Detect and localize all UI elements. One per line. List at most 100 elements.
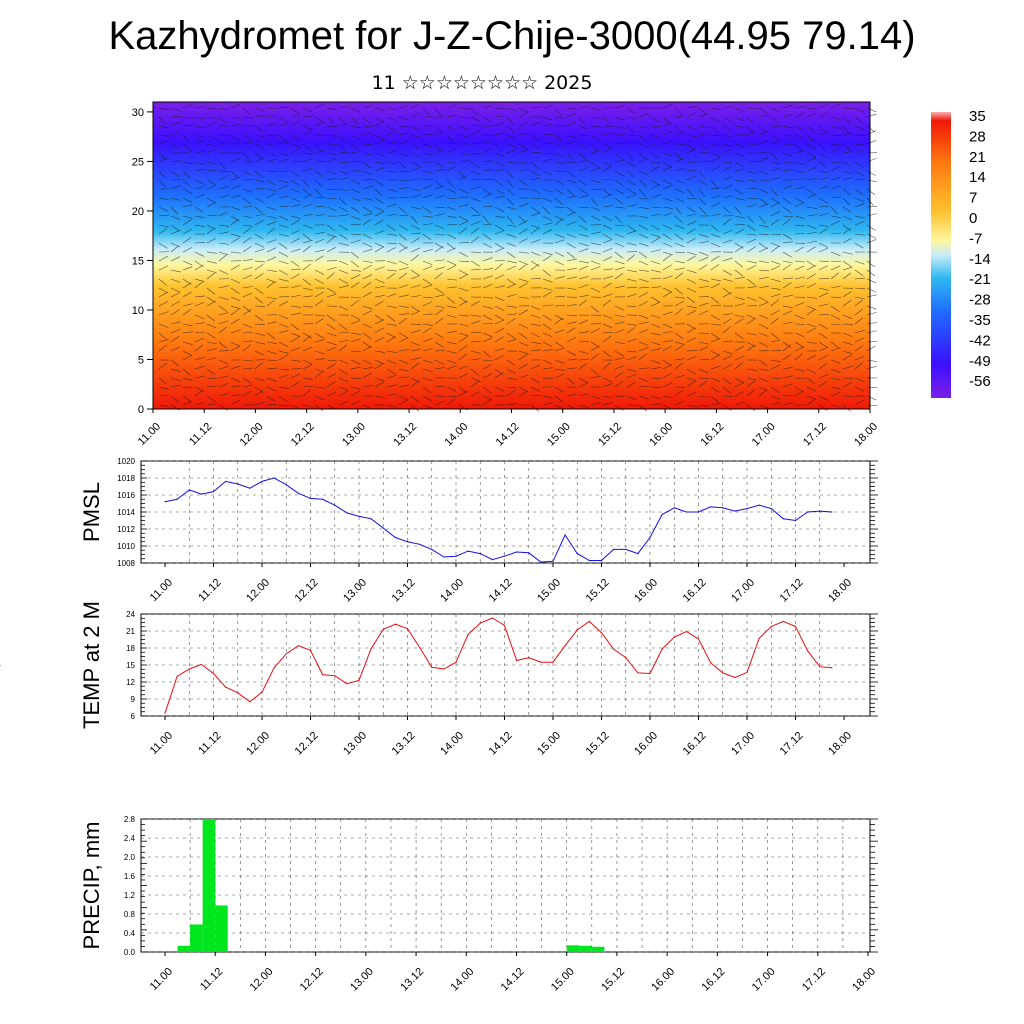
colorbar-label: -56 bbox=[969, 373, 991, 390]
data-point bbox=[831, 667, 833, 669]
x-tick-label: 16.12 bbox=[699, 421, 727, 449]
x-tick-label: 14.12 bbox=[494, 421, 522, 449]
data-point bbox=[346, 512, 348, 514]
data-point bbox=[370, 518, 372, 520]
data-point bbox=[576, 553, 578, 555]
grid-lines bbox=[141, 613, 870, 717]
precip-bar bbox=[202, 819, 216, 952]
data-point bbox=[297, 492, 299, 494]
data-point bbox=[322, 674, 324, 676]
y-tick-label: 1.2 bbox=[124, 891, 136, 900]
data-point bbox=[564, 645, 566, 647]
colorbar-label: -35 bbox=[969, 312, 991, 329]
data-point bbox=[467, 550, 469, 552]
colorbar-gradient bbox=[931, 112, 951, 398]
temperature-panel: 6 9 12 15 18 21 24 11.00 11.12 12.00 12.12 13.00 13.… bbox=[0, 601, 878, 758]
colorbar-label: 0 bbox=[969, 210, 977, 227]
data-point bbox=[746, 671, 748, 673]
data-point bbox=[831, 511, 833, 513]
data-point bbox=[819, 510, 821, 512]
data-point bbox=[200, 493, 202, 495]
data-point bbox=[661, 513, 663, 516]
data-point bbox=[309, 497, 312, 499]
x-tick-label: 17.00 bbox=[750, 966, 778, 994]
data-point bbox=[467, 633, 469, 636]
colorbar-label: -7 bbox=[969, 230, 982, 247]
data-point bbox=[346, 683, 348, 685]
data-point bbox=[734, 510, 736, 512]
y-tick-label: 20 bbox=[132, 206, 144, 218]
data-point bbox=[782, 620, 784, 622]
x-tick-label: 16.00 bbox=[632, 730, 660, 758]
data-point bbox=[516, 551, 518, 553]
data-point bbox=[540, 561, 542, 563]
y-tick-label: 0.8 bbox=[124, 910, 136, 919]
y-tick-label: 1016 bbox=[117, 491, 135, 500]
data-point bbox=[503, 555, 506, 557]
data-point bbox=[273, 477, 275, 479]
data-point bbox=[540, 661, 542, 663]
x-tick-label: 15.00 bbox=[545, 421, 573, 449]
data-point bbox=[564, 534, 566, 536]
y-tick-label: 0.0 bbox=[124, 948, 136, 957]
data-point bbox=[443, 668, 445, 670]
x-tick-label: 12.12 bbox=[298, 966, 326, 994]
data-point bbox=[673, 636, 675, 638]
colorbar-label: -49 bbox=[969, 353, 991, 370]
x-tick-label: 16.00 bbox=[632, 577, 660, 605]
y-tick-label: 25 bbox=[132, 156, 144, 168]
y-tick-label: 1014 bbox=[117, 508, 135, 517]
colorbar-label: 21 bbox=[969, 149, 986, 166]
x-tick-label: 18.00 bbox=[826, 730, 854, 758]
data-point bbox=[758, 637, 760, 639]
x-tick-label: 12.00 bbox=[244, 577, 272, 605]
x-tick-label: 16.12 bbox=[681, 577, 709, 605]
data-point bbox=[710, 662, 712, 664]
colorbar: 35 28 21 14 7 0 -7 -14 -21 -28 -35 -42 -49 -56 bbox=[931, 108, 991, 398]
data-point bbox=[176, 498, 178, 500]
data-point bbox=[394, 536, 396, 539]
x-tick-label: 17.12 bbox=[801, 421, 829, 449]
x-tick-label: 16.00 bbox=[649, 966, 677, 994]
y-tick-label: 2.4 bbox=[124, 834, 136, 843]
y-axis-label: PMSL bbox=[79, 482, 104, 542]
x-tick-label: 11.00 bbox=[148, 577, 175, 604]
data-point bbox=[164, 712, 166, 714]
data-point bbox=[225, 686, 227, 688]
precip-bar bbox=[190, 924, 203, 952]
x-tick-label: 14.12 bbox=[487, 577, 515, 605]
x-tick-label: 15.12 bbox=[596, 421, 624, 449]
data-point bbox=[237, 692, 239, 694]
x-tick-label: 15.00 bbox=[549, 966, 577, 994]
x-tick-label: 16.12 bbox=[700, 966, 728, 994]
data-point bbox=[382, 527, 384, 529]
data-point bbox=[734, 676, 736, 679]
x-tick-label: 17.00 bbox=[729, 730, 757, 758]
data-point bbox=[261, 691, 263, 693]
data-point bbox=[249, 701, 251, 703]
data-point bbox=[697, 638, 700, 640]
data-point bbox=[419, 543, 421, 545]
x-tick-label: 12.00 bbox=[248, 966, 276, 994]
colorbar-label: 14 bbox=[969, 169, 986, 186]
data-point bbox=[455, 555, 457, 557]
x-tick-label: 14.00 bbox=[438, 577, 466, 605]
precip-bar bbox=[579, 945, 592, 952]
data-point bbox=[334, 675, 336, 677]
data-point bbox=[661, 648, 663, 650]
data-point bbox=[722, 672, 724, 674]
data-point bbox=[649, 672, 651, 675]
series-line bbox=[164, 617, 832, 714]
data-point bbox=[491, 559, 493, 561]
precip-bar bbox=[591, 946, 605, 952]
data-point bbox=[382, 628, 384, 630]
x-tick-label: 15.00 bbox=[535, 577, 563, 605]
data-point bbox=[188, 668, 190, 670]
x-tick-label: 16.12 bbox=[681, 730, 709, 758]
data-point bbox=[637, 672, 639, 674]
data-point bbox=[770, 625, 772, 628]
data-point bbox=[431, 666, 433, 668]
x-tick-label: 17.12 bbox=[800, 966, 828, 994]
x-tick-label: 14.12 bbox=[499, 966, 527, 994]
precip-bar bbox=[667, 951, 680, 952]
